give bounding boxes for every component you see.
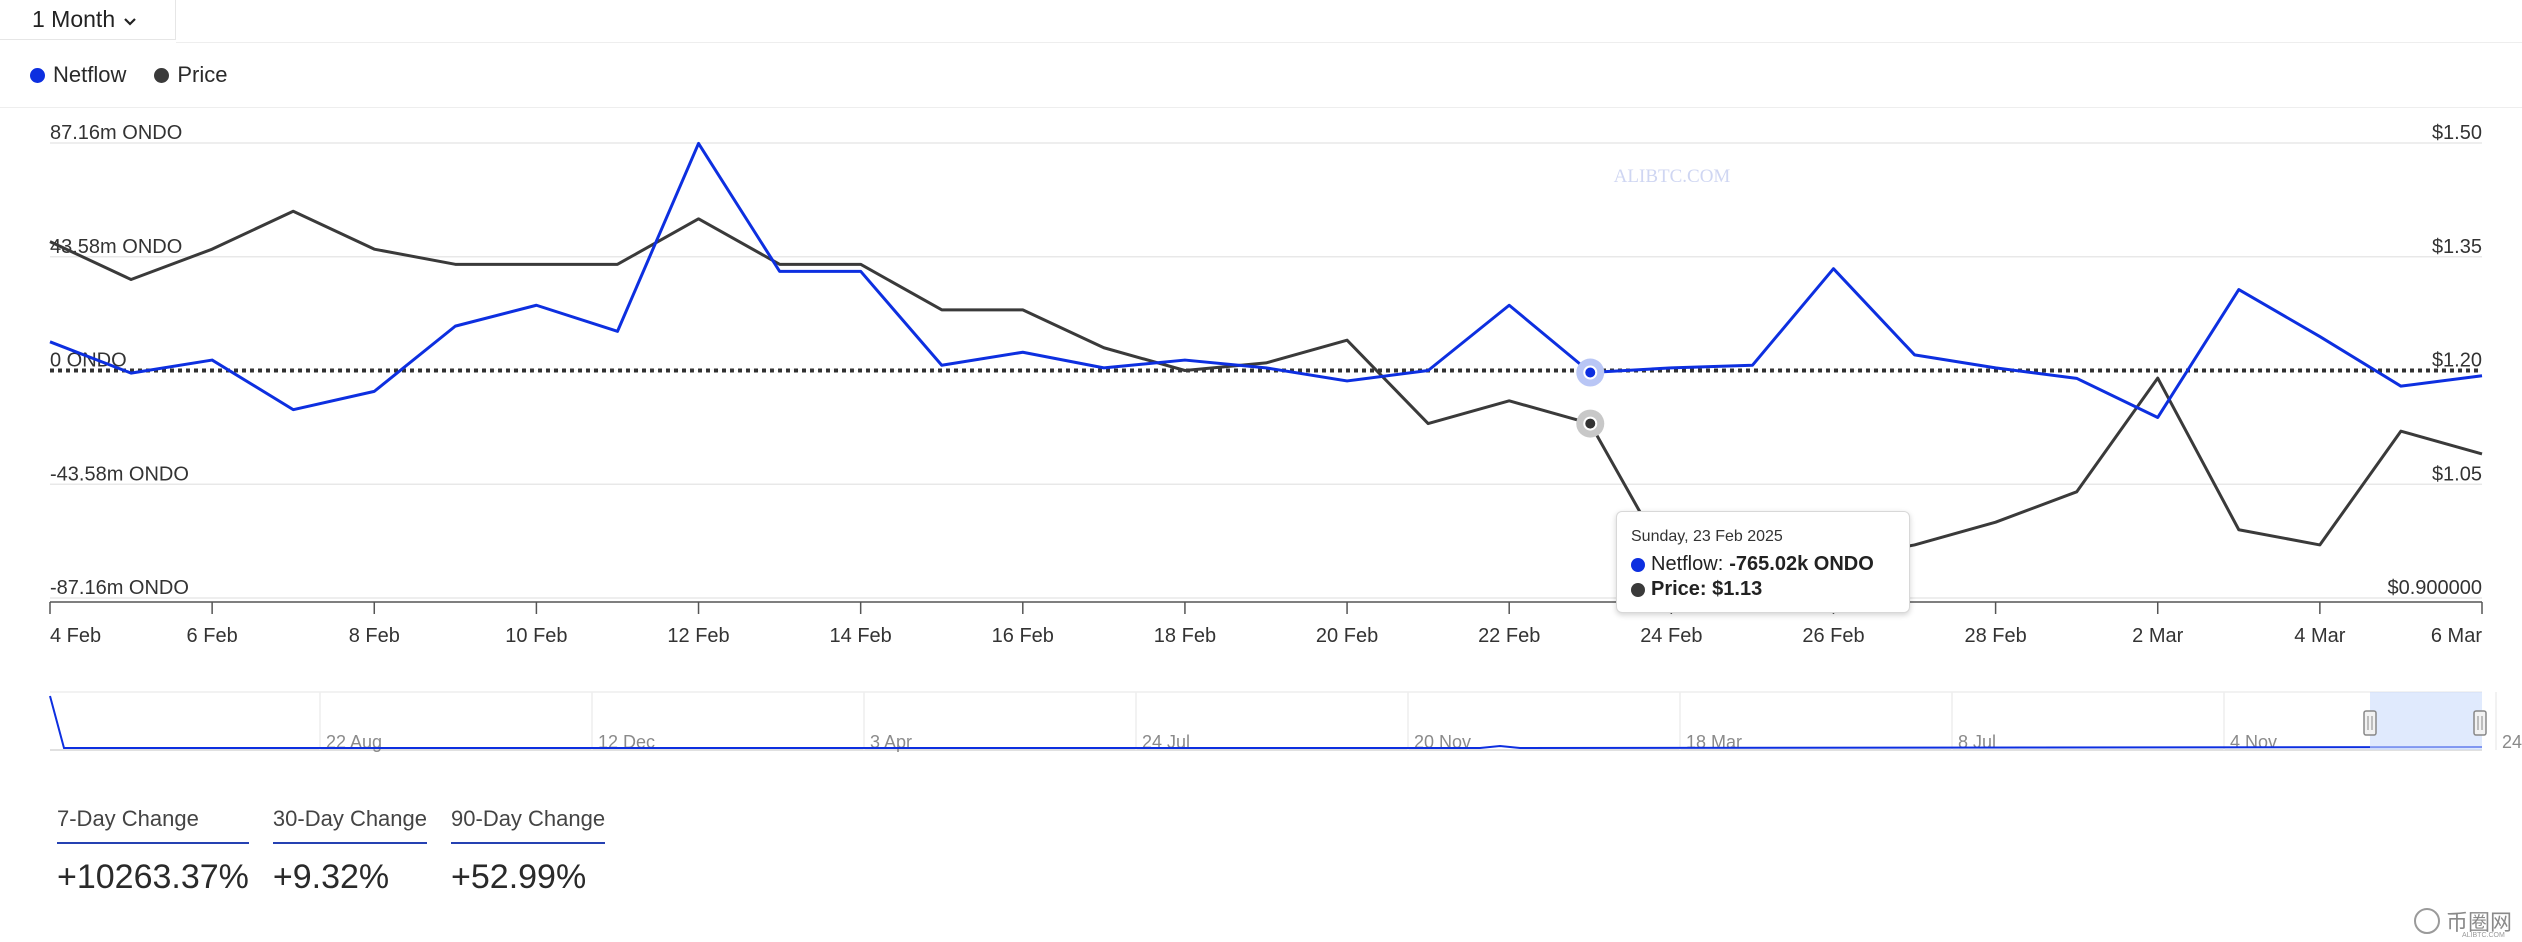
- y-left-axis: 87.16m ONDO 43.58m ONDO 0 ONDO -43.58m ONDO…: [50, 122, 189, 599]
- hover-markers: [1576, 358, 1605, 438]
- x-tick-label: 4 Mar: [2294, 625, 2345, 647]
- change-30d[interactable]: 30-Day Change +9.32%: [272, 806, 428, 897]
- x-tick-label: 26 Feb: [1802, 625, 1864, 647]
- y-right-tick-label: $1.35: [2432, 236, 2482, 258]
- tooltip-netflow-value: -765.02k ONDO: [1729, 553, 1874, 575]
- x-tick-label: 28 Feb: [1964, 625, 2026, 647]
- watermark-text: ALIBTC.COM: [1614, 166, 1731, 187]
- x-tick-label: 4 Feb: [50, 625, 101, 647]
- timeframe-label: 1 Month: [32, 6, 116, 32]
- netflow-dot-icon: [30, 67, 45, 83]
- navigator-tick-label: 24 Feb: [2502, 732, 2522, 752]
- chevron-down-icon: [123, 6, 137, 33]
- x-tick-label: 10 Feb: [505, 625, 567, 647]
- x-tick-label: 6 Feb: [187, 625, 238, 647]
- header-divider: [176, 42, 2522, 43]
- chart-tooltip: Sunday, 23 Feb 2025 Netflow: -765.02k ON…: [1616, 511, 1910, 613]
- y-right-axis: $1.50 $1.35 $1.20 $1.05 $0.900000: [2387, 122, 2482, 599]
- navigator-tick-label: 8 Jul: [1958, 732, 1996, 752]
- y-left-tick-label: -87.16m ONDO: [50, 577, 189, 599]
- brand-logo-text: 币圈网: [2446, 910, 2513, 935]
- netflow-dot-icon: [1631, 557, 1645, 572]
- x-tick-label: 18 Feb: [1154, 625, 1216, 647]
- legend-item-price[interactable]: Price: [154, 62, 227, 88]
- legend-label-price: Price: [177, 62, 228, 87]
- tooltip-date: Sunday, 23 Feb 2025: [1631, 528, 1783, 545]
- change-7d[interactable]: 7-Day Change +10263.37%: [57, 806, 249, 897]
- chart-legend: Netflow Price: [30, 58, 227, 92]
- price-series-line: [49, 209, 2483, 570]
- navigator-tick-label: 18 Mar: [1686, 732, 1742, 752]
- x-tick-label: 14 Feb: [830, 625, 892, 647]
- navigator-tick-label: 4 Nov: [2230, 732, 2277, 752]
- change-90d-value: +52.99%: [451, 858, 587, 896]
- netflow-marker: [1583, 365, 1598, 380]
- timeframe-dropdown[interactable]: 1 Month: [0, 0, 176, 40]
- netflow-series-line: [49, 141, 2483, 419]
- change-7d-label[interactable]: 7-Day Change: [57, 806, 249, 844]
- x-axis: 4 Feb 6 Feb 8 Feb 10 Feb 12 Feb 14 Feb 16 Feb 1…: [49, 601, 2483, 647]
- x-tick-label: 12 Feb: [667, 625, 729, 647]
- x-tick-label: 16 Feb: [992, 625, 1054, 647]
- x-tick-label: 2 Mar: [2132, 625, 2183, 647]
- x-tick-label: 6 Mar: [2431, 625, 2482, 647]
- change-90d[interactable]: 90-Day Change +52.99%: [451, 806, 606, 897]
- legend-divider: [0, 107, 2522, 108]
- x-tick-label: 22 Feb: [1478, 625, 1540, 647]
- brand-logo-subtext: ALIBTC.COM: [2462, 932, 2505, 939]
- navigator-handle-icon[interactable]: [2473, 710, 2487, 736]
- x-tick-label: 20 Feb: [1316, 625, 1378, 647]
- brand-logo: 币圈网: [2414, 905, 2512, 937]
- change-stats: 7-Day Change +10263.37% 30-Day Change +9…: [57, 806, 606, 897]
- chart-grid: [50, 142, 2482, 599]
- y-right-tick-label: $1.20: [2432, 350, 2482, 372]
- price-dot-icon: [1631, 582, 1645, 597]
- tooltip-netflow-row: Netflow: -765.02k ONDO: [1631, 552, 1895, 577]
- logo-circle-icon: [2414, 908, 2440, 934]
- legend-item-netflow[interactable]: Netflow: [30, 62, 126, 88]
- price-marker: [1583, 416, 1598, 431]
- navigator-selection[interactable]: [2370, 692, 2482, 750]
- range-navigator[interactable]: 22 Aug 12 Dec 3 Apr 24 Jul 20 Nov 18 Mar 8 Jul…: [49, 691, 2522, 752]
- tooltip-price-value: $1.13: [1712, 578, 1763, 600]
- y-left-tick-label: -43.58m ONDO: [50, 463, 189, 485]
- y-right-tick-label: $0.900000: [2387, 577, 2482, 599]
- change-30d-value: +9.32%: [272, 858, 390, 896]
- tooltip-price-row: Price: $1.13: [1631, 577, 1895, 602]
- navigator-handle-icon[interactable]: [2363, 710, 2377, 736]
- navigator-series-line: [49, 695, 2483, 750]
- y-left-tick-label: 0 ONDO: [50, 350, 127, 372]
- change-90d-label[interactable]: 90-Day Change: [451, 806, 606, 844]
- y-left-tick-label: 87.16m ONDO: [50, 122, 182, 144]
- tooltip-netflow-label: Netflow:: [1651, 553, 1724, 575]
- legend-label-netflow: Netflow: [53, 62, 127, 87]
- price-dot-icon: [154, 67, 170, 83]
- change-30d-label[interactable]: 30-Day Change: [272, 806, 428, 844]
- y-right-tick-label: $1.05: [2432, 463, 2482, 485]
- tooltip-price-label: Price:: [1651, 578, 1707, 600]
- x-tick-label: 8 Feb: [349, 625, 400, 647]
- x-tick-label: 24 Feb: [1640, 625, 1702, 647]
- netflow-price-chart[interactable]: ALIBTC.COM 87.16m ONDO 43.58m ONDO 0 ONDO -…: [0, 0, 2522, 800]
- y-right-tick-label: $1.50: [2432, 122, 2482, 144]
- change-7d-value: +10263.37%: [57, 858, 249, 896]
- y-left-tick-label: 43.58m ONDO: [50, 236, 182, 258]
